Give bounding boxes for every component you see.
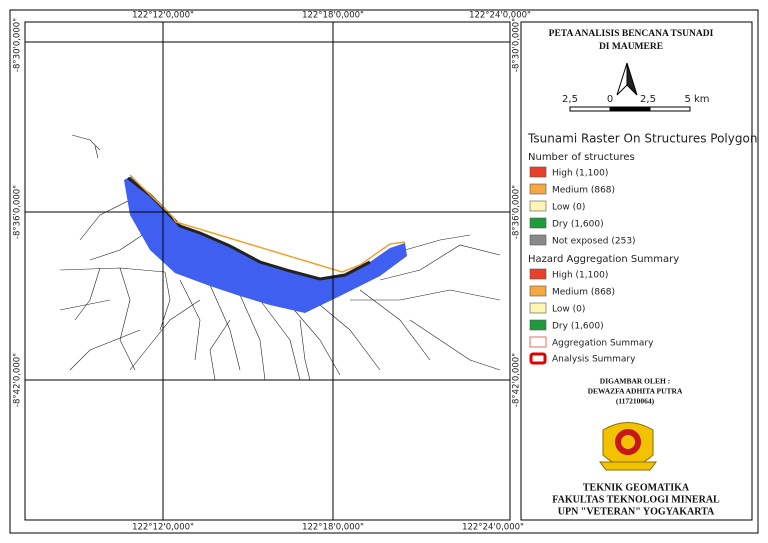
swatch	[529, 352, 547, 365]
bottom-coord: 122°12'0,000"	[132, 523, 194, 533]
map-frame	[24, 21, 511, 521]
legend-label: Not exposed (253)	[552, 237, 636, 247]
swatch	[529, 336, 547, 348]
right-coord: -8°42'0,000"	[512, 353, 522, 407]
legend-title: Tsunami Raster On Structures Polygon	[527, 132, 757, 146]
scale-label: 0	[607, 94, 613, 105]
bottom-coord: 122°24'0,000"	[462, 523, 524, 533]
legend-label: Dry (1,600)	[552, 220, 604, 230]
legend-label: High (1,100)	[552, 169, 608, 179]
scale-label: 2,5	[562, 94, 578, 105]
scale-label: 2,5	[640, 94, 656, 105]
institution: FAKULTAS TEKNOLOGI MINERAL	[552, 494, 720, 505]
swatch	[529, 200, 547, 212]
scale-bar	[569, 106, 691, 112]
swatch	[529, 183, 547, 195]
scale-label: 5 km	[684, 94, 709, 105]
bottom-coord: 122°18'0,000"	[302, 523, 364, 533]
credit: (117210064)	[616, 397, 655, 406]
right-coord: -8°30'0,000"	[512, 18, 522, 72]
top-coord: 122°12'0,000"	[132, 11, 194, 21]
graticule	[25, 22, 510, 520]
top-coord: 122°24'0,000"	[469, 11, 531, 21]
legend-label: Dry (1,600)	[552, 322, 604, 332]
swatch	[529, 268, 547, 280]
map-title: PETA ANALISIS BENCANA TSUNADI	[549, 29, 714, 39]
credit: DEWAZFA ADHITA PUTRA	[588, 387, 683, 396]
legend-label: Low (0)	[552, 305, 585, 315]
legend-label: Low (0)	[552, 203, 585, 213]
left-coord: -8°36'0,000"	[13, 185, 23, 239]
left-coord: -8°30'0,000"	[13, 18, 23, 72]
legend-label: Medium (868)	[552, 186, 615, 196]
swatch	[529, 217, 547, 229]
outer-border	[9, 9, 759, 534]
legend-label: High (1,100)	[552, 271, 608, 281]
university-logo	[599, 422, 657, 471]
legend-heading: Hazard Aggregation Summary	[528, 254, 679, 265]
swatch	[529, 319, 547, 331]
legend-label: Medium (868)	[552, 288, 615, 298]
credit: DIGAMBAR OLEH :	[600, 377, 670, 386]
swatch	[529, 285, 547, 297]
map-title: DI MAUMERE	[599, 42, 663, 52]
legend-label: Analysis Summary	[552, 355, 636, 365]
high-hazard-edge	[129, 174, 406, 273]
swatch	[529, 166, 547, 178]
legend-heading: Number of structures	[528, 152, 635, 163]
left-coord: -8°42'0,000"	[13, 353, 23, 407]
right-coord: -8°36'0,000"	[512, 185, 522, 239]
tsunami-zone	[124, 176, 407, 313]
map-content	[59, 134, 501, 381]
legend-panel	[520, 21, 753, 521]
swatch	[529, 234, 547, 246]
top-coord: 122°18'0,000"	[302, 11, 364, 21]
institution: TEKNIK GEOMATIKA	[583, 482, 690, 493]
legend-label: Aggregation Summary	[552, 339, 654, 349]
north-arrow	[616, 62, 638, 96]
institution: UPN "VETERAN" YOGYAKARTA	[558, 506, 715, 517]
swatch	[529, 302, 547, 314]
